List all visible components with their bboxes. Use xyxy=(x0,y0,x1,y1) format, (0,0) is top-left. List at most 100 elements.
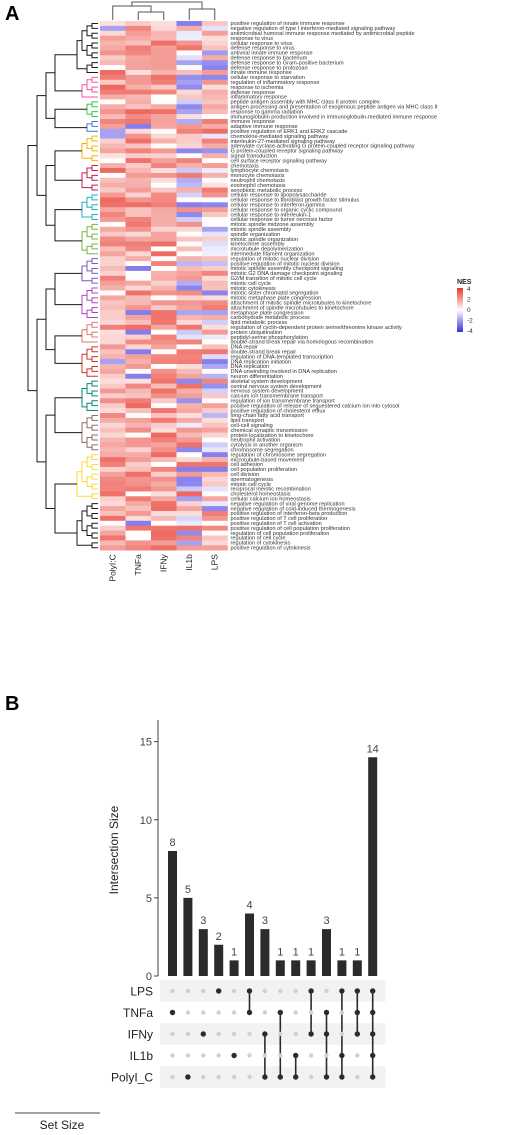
row-label: regulation of inflammatory response xyxy=(231,80,320,86)
dendrogram-branch xyxy=(91,532,98,539)
heatmap-cell xyxy=(100,383,126,389)
heatmap-cell xyxy=(151,99,177,105)
heatmap-cell xyxy=(125,128,152,134)
heatmap-cell xyxy=(176,197,203,203)
heatmap-cell xyxy=(100,506,126,512)
membership-dot-empty xyxy=(293,1031,298,1037)
heatmap-cell xyxy=(176,109,203,115)
heatmap-cell xyxy=(151,275,177,281)
heatmap-cell xyxy=(176,153,203,159)
heatmap-cell xyxy=(125,236,152,242)
heatmap-cell xyxy=(100,55,126,61)
heatmap-cell xyxy=(125,197,152,203)
membership-dot-empty xyxy=(185,1053,191,1058)
dendrogram-branch xyxy=(81,84,98,98)
heatmap-cell xyxy=(202,104,228,110)
heatmap-cell xyxy=(202,177,228,183)
heatmap-cell xyxy=(151,290,177,296)
membership-dot-empty xyxy=(247,1074,252,1080)
membership-dot-filled xyxy=(293,1052,299,1059)
dendrogram-branch xyxy=(91,111,98,118)
membership-dot-filled xyxy=(339,1074,345,1080)
legend-title: NES xyxy=(457,279,472,286)
heatmap-cell xyxy=(125,471,152,477)
heatmap-cell xyxy=(202,55,228,61)
heatmap-cell xyxy=(125,148,152,154)
heatmap-cell xyxy=(202,182,228,188)
heatmap-cell xyxy=(100,50,126,56)
heatmap-cell xyxy=(151,40,177,46)
row-label: antiviral innate immune response xyxy=(231,51,313,57)
column-labels: PolyI:C TNFa IFNy IL1b LPS xyxy=(108,553,220,581)
heatmap-cell xyxy=(202,413,228,419)
heatmap-cell xyxy=(151,246,177,252)
membership-dot-filled xyxy=(246,1009,253,1016)
dendrogram-branch xyxy=(91,434,98,441)
membership-dot-filled xyxy=(323,1031,330,1037)
heatmap-cell xyxy=(202,476,228,482)
membership-dot-filled xyxy=(262,1074,268,1080)
heatmap-cell xyxy=(202,442,228,448)
row-label: spindle organization xyxy=(231,232,281,238)
row-label: cytolysis in another organism xyxy=(231,443,303,449)
heatmap-cell xyxy=(125,417,152,424)
set-label: LPS xyxy=(130,985,153,999)
heatmap-cell xyxy=(100,403,126,409)
row-label: inflammatory response xyxy=(231,95,288,101)
matrix-stripe xyxy=(160,1066,386,1088)
heatmap-cell xyxy=(202,133,228,139)
y-axis: 0 5 10 15 Intersection Size xyxy=(107,720,159,983)
row-label: G2/M transition of mitotic cell cycle xyxy=(231,276,317,282)
heatmap-cell xyxy=(125,109,152,115)
membership-dot-empty xyxy=(231,988,237,994)
heatmap-cell xyxy=(151,545,177,551)
heatmap-cell xyxy=(151,496,177,502)
heatmap-cell xyxy=(151,295,177,301)
heatmap-cell xyxy=(125,462,152,468)
heatmap-cell xyxy=(100,197,126,203)
dendrogram-branch xyxy=(91,522,98,529)
heatmap-cell xyxy=(125,202,152,208)
row-label: mitotic spindle midzone assembly xyxy=(231,222,315,228)
dendrogram-branch xyxy=(91,120,98,127)
membership-dot-empty xyxy=(216,1010,221,1015)
row-label: positive regulation of mitotic nuclear d… xyxy=(231,261,340,267)
heatmap-cell xyxy=(100,65,126,71)
dendrogram-branch xyxy=(36,318,46,463)
dendrogram-branch xyxy=(45,288,55,351)
row-label: regulation of chromosome segregation xyxy=(231,452,326,458)
heatmap-cell xyxy=(151,535,177,541)
legend-tick: 2 xyxy=(467,297,471,304)
heatmap-cell xyxy=(125,221,152,228)
membership-dot-filled xyxy=(169,1009,176,1016)
dendrogram-branch xyxy=(91,390,98,397)
heatmap-cell xyxy=(176,40,203,46)
membership-dot-filled xyxy=(354,988,360,994)
row-label: antimicrobial humoral immune response me… xyxy=(231,31,415,37)
heatmap-cell xyxy=(176,393,203,399)
heatmap-cell xyxy=(100,476,126,482)
heatmap-cell xyxy=(100,217,126,223)
dendrogram-branch xyxy=(86,138,92,149)
heatmap-cell xyxy=(100,30,126,36)
heatmap-cell xyxy=(202,305,228,311)
heatmap-cell xyxy=(176,187,203,193)
dendrogram-branch xyxy=(91,52,98,59)
dendrogram-branch xyxy=(81,388,87,408)
heatmap-cell xyxy=(125,40,152,46)
membership-dot-filled xyxy=(262,1031,268,1037)
heatmap-cell xyxy=(176,79,203,85)
row-label: spermatogenesis xyxy=(231,477,274,483)
membership-dot-filled xyxy=(231,1052,237,1059)
bar xyxy=(245,913,254,976)
membership-dot-empty xyxy=(293,1010,298,1015)
row-labels: positive regulation of innate immune res… xyxy=(231,21,439,551)
set-label: IFNy xyxy=(128,1028,153,1042)
dendrogram-branch xyxy=(91,22,98,29)
heatmap-cell xyxy=(176,452,203,458)
column-label: LPS xyxy=(210,554,220,570)
heatmap-cell xyxy=(202,364,228,370)
heatmap-cell xyxy=(151,187,177,193)
heatmap-cell xyxy=(151,221,177,228)
heatmap-cell xyxy=(125,427,152,433)
